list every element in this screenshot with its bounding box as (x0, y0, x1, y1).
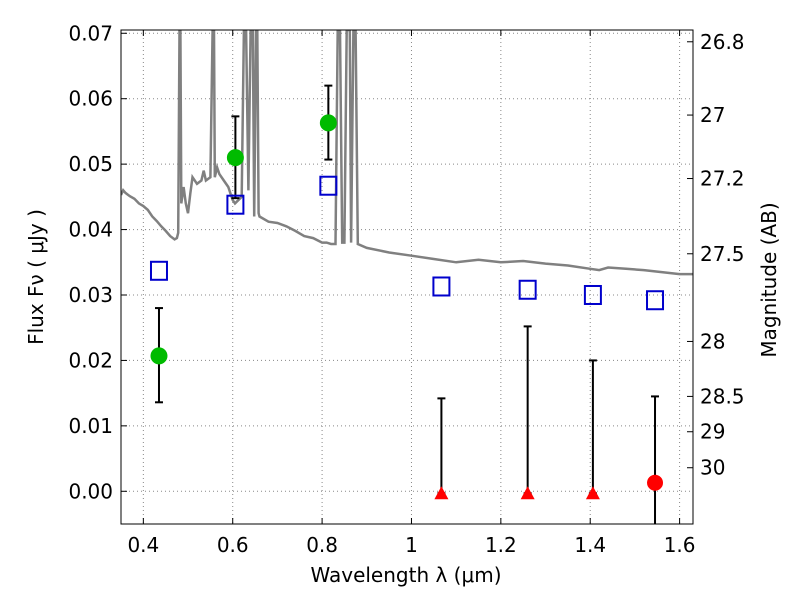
y-tick-label: 0.04 (68, 218, 113, 242)
model-photometry-square (518, 279, 537, 300)
y-tick-label: 0.00 (68, 479, 113, 503)
y-tick-label: 0.01 (68, 414, 113, 438)
x-tick-label: 0.8 (306, 533, 338, 557)
model-photometry-square (149, 260, 168, 281)
non-detection-triangle (585, 486, 600, 500)
y-tick-label: 0.06 (68, 87, 113, 111)
x-axis-label: Wavelength λ (μm) (310, 563, 501, 587)
mag-tick-label: 27.5 (700, 242, 745, 266)
y-tick-label: 0.02 (68, 348, 113, 372)
tick-labels: 0.4 0.6 0.8 1 1.2 1.4 1.6 0.00 0.01 0.02 0.03 0.04 0… (68, 21, 744, 557)
model-photometry-square (226, 194, 245, 215)
x-tick-label: 0.4 (127, 533, 159, 557)
non-detection-triangle (434, 486, 449, 500)
detection-point (226, 149, 244, 167)
low-sn-point (647, 474, 664, 491)
y2-axis-label: Magnitude (AB) (757, 202, 781, 357)
x-tick-label: 1.6 (664, 533, 696, 557)
mag-tick-label: 29 (700, 420, 725, 444)
y-tick-label: 0.03 (68, 283, 113, 307)
mag-tick-label: 27.2 (700, 167, 745, 191)
x-tick-label: 1.4 (574, 533, 606, 557)
mag-tick-label: 28 (700, 329, 725, 353)
x-tick-label: 1.2 (485, 533, 517, 557)
plot-frame (120, 29, 694, 525)
model-photometry-square (583, 284, 602, 305)
mag-tick-label: 26.8 (700, 30, 745, 54)
x-tick-label: 1 (405, 533, 418, 557)
data-markers (149, 114, 665, 500)
y-axis-label: Flux Fν ( μJy ) (24, 209, 48, 345)
model-photometry-square (646, 290, 665, 311)
detection-point (319, 114, 337, 132)
axis-ticks (121, 30, 693, 524)
mag-tick-label: 30 (700, 456, 725, 480)
y-tick-label: 0.05 (68, 152, 113, 176)
model-photometry-square (432, 276, 451, 297)
y-tick-label: 0.07 (68, 21, 113, 45)
x-tick-label: 0.6 (217, 533, 249, 557)
model-sed-curve (121, 30, 693, 276)
detection-point (150, 347, 168, 365)
model-photometry-square (319, 175, 338, 196)
mag-tick-label: 28.5 (700, 384, 745, 408)
grid-lines (121, 30, 693, 524)
mag-tick-label: 27 (700, 103, 725, 127)
non-detection-triangle (520, 486, 535, 500)
